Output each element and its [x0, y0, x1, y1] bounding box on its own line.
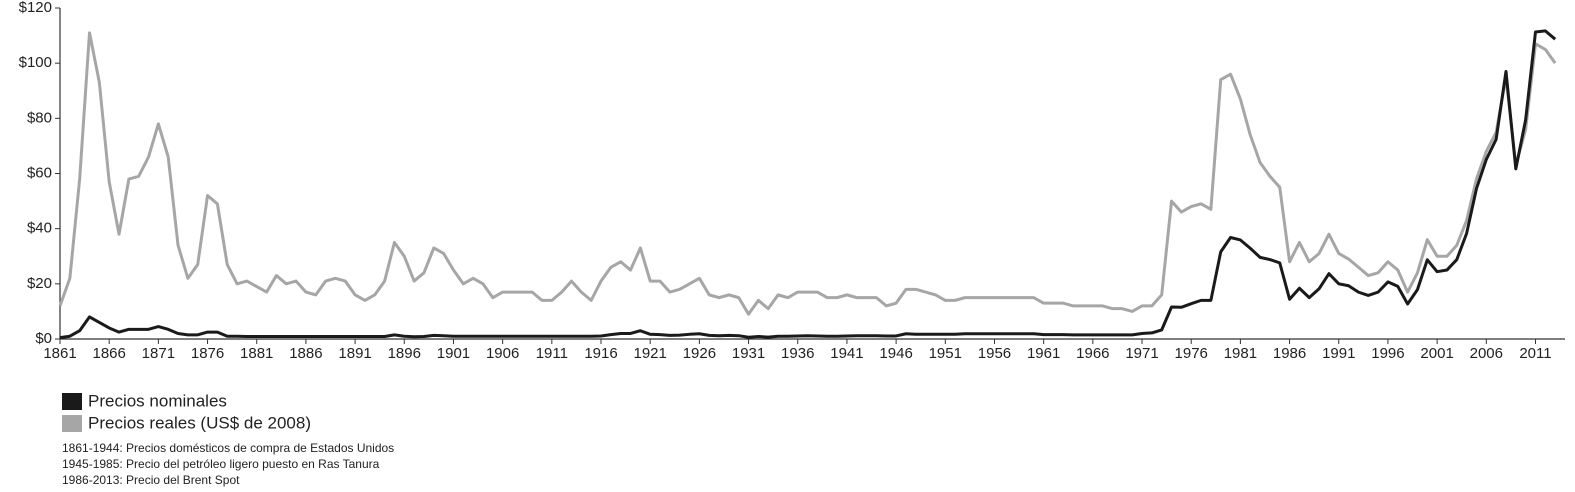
x-tick-label: 1966: [1076, 345, 1109, 362]
x-tick-label: 2006: [1470, 345, 1503, 362]
y-tick-label: $60: [27, 164, 52, 181]
y-tick-label: $40: [27, 220, 52, 237]
x-tick-label: 2011: [1519, 345, 1551, 362]
legend-swatch: [62, 393, 82, 410]
y-tick-label: $0: [35, 330, 52, 347]
x-tick-label: 1991: [1322, 345, 1355, 362]
x-tick-label: 1881: [240, 345, 273, 362]
note: 1986-2013: Precio del Brent Spot: [62, 473, 240, 487]
x-tick-label: 1921: [634, 345, 667, 362]
x-tick-label: 1971: [1125, 345, 1158, 362]
x-tick-label: 1981: [1224, 345, 1257, 362]
x-tick-label: 1941: [830, 345, 863, 362]
x-tick-label: 1936: [781, 345, 814, 362]
legend-swatch: [62, 415, 82, 432]
x-tick-label: 1861: [43, 345, 76, 362]
note: 1945-1985: Precio del petróleo ligero pu…: [62, 457, 380, 471]
x-tick-label: 1946: [879, 345, 912, 362]
note: 1861-1944: Precios domésticos de compra …: [62, 441, 394, 455]
y-tick-label: $120: [19, 0, 52, 16]
x-tick-label: 2001: [1420, 345, 1453, 362]
x-tick-label: 1876: [191, 345, 224, 362]
series-line: [59, 29, 1557, 340]
x-tick-label: 1951: [929, 345, 962, 362]
x-tick-label: 1891: [338, 345, 371, 362]
x-tick-label: 1896: [388, 345, 421, 362]
x-tick-label: 1926: [683, 345, 716, 362]
x-tick-label: 1906: [486, 345, 519, 362]
y-tick-label: $20: [27, 275, 52, 292]
x-tick-label: 1996: [1371, 345, 1404, 362]
legend-label: Precios nominales: [88, 391, 227, 410]
x-tick-label: 1986: [1273, 345, 1306, 362]
x-tick-label: 1961: [1027, 345, 1060, 362]
y-tick-label: $100: [19, 54, 52, 71]
x-tick-label: 1886: [289, 345, 322, 362]
x-tick-label: 1916: [584, 345, 617, 362]
x-tick-label: 1866: [92, 345, 125, 362]
legend-label: Precios reales (US$ de 2008): [88, 413, 311, 432]
series-line: [58, 31, 1557, 316]
y-tick-label: $80: [27, 109, 52, 126]
x-tick-label: 1901: [437, 345, 470, 362]
x-tick-label: 1911: [536, 345, 568, 362]
x-tick-label: 1976: [1175, 345, 1208, 362]
x-tick-label: 1956: [978, 345, 1011, 362]
x-tick-label: 1871: [142, 345, 175, 362]
x-tick-label: 1931: [732, 345, 765, 362]
